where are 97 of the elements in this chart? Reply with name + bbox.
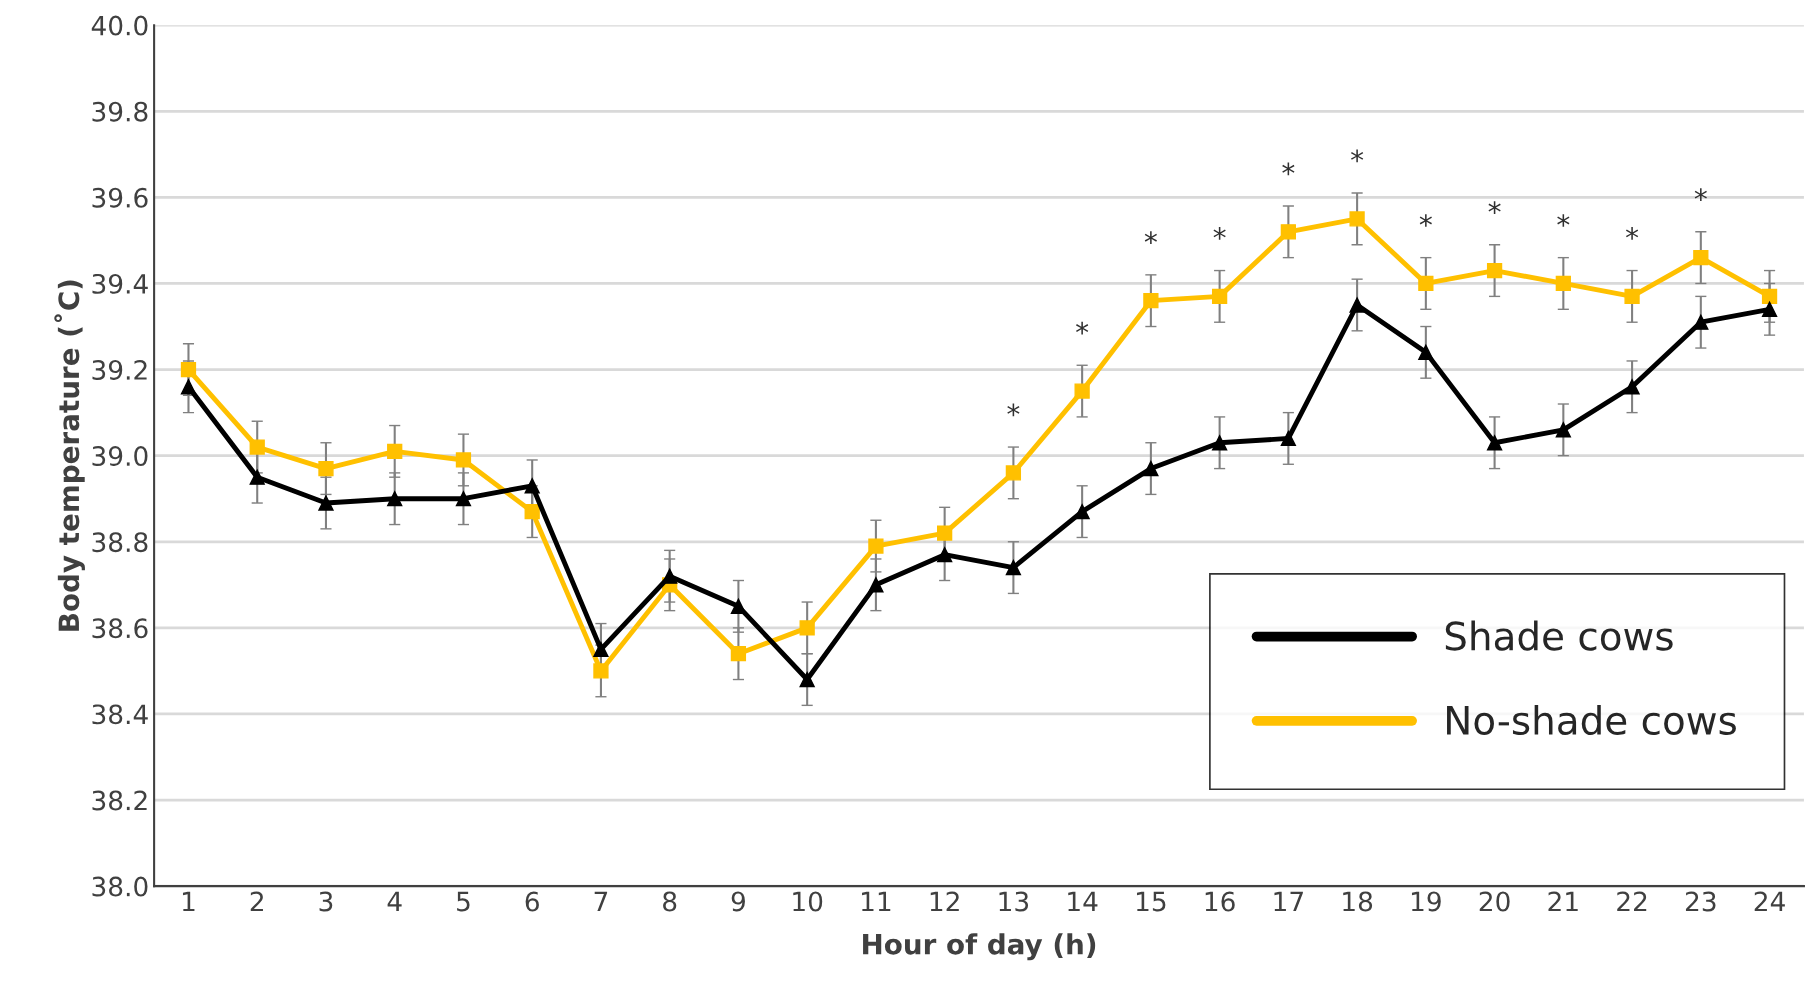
point [1624, 379, 1640, 395]
point [799, 671, 815, 688]
point [455, 491, 472, 507]
x-tick-label: 8 [663, 891, 677, 912]
x-tick-label: 15 [1136, 891, 1166, 912]
point [1486, 435, 1503, 451]
data-label: * [1350, 149, 1364, 163]
point [730, 646, 747, 662]
x-tick-label: 23 [1685, 891, 1716, 912]
x-tick-label: 21 [1548, 891, 1578, 912]
point [1555, 275, 1571, 292]
point [799, 620, 815, 636]
x-tick-label: 14 [1068, 891, 1098, 912]
y-tick-label: 39.0 [92, 446, 148, 467]
point [1280, 224, 1297, 240]
point [868, 577, 884, 593]
point [249, 469, 265, 485]
point [1349, 297, 1365, 313]
point [1349, 211, 1365, 227]
point [593, 641, 609, 658]
point [455, 452, 472, 468]
point [868, 538, 884, 554]
point [1211, 288, 1228, 305]
point [1418, 344, 1434, 360]
point [1761, 301, 1778, 317]
x-tick-label: 3 [319, 891, 333, 912]
x-tick-label: 19 [1411, 891, 1441, 912]
x-tick-label: 22 [1617, 891, 1647, 912]
x-tick-label: 11 [862, 891, 891, 912]
point [662, 568, 678, 584]
y-tick-label: 38.0 [92, 876, 148, 897]
x-tick-label: 12 [930, 891, 959, 912]
point [249, 439, 265, 455]
point [1005, 559, 1022, 576]
y-tick-label: 38.6 [92, 618, 148, 639]
point [524, 478, 540, 494]
data-label: * [1694, 188, 1707, 201]
x-tick-label: 1 [182, 891, 195, 912]
data-label: * [1213, 227, 1226, 240]
point [1211, 435, 1228, 451]
data-label: * [1488, 201, 1501, 214]
y-axis-title: Body temperature (˚C) [54, 280, 85, 631]
point [180, 361, 197, 378]
point [1555, 422, 1571, 438]
data-label: * [1076, 321, 1089, 335]
point [524, 503, 540, 520]
x-tick-label: 2 [250, 891, 263, 912]
y-tick-label: 38.2 [92, 790, 147, 811]
point [387, 491, 403, 507]
x-tick-label: 20 [1479, 891, 1510, 912]
x-tick-label: 7 [594, 891, 608, 912]
data-label: * [1144, 231, 1157, 245]
point [937, 525, 953, 541]
x-tick-label: 10 [793, 891, 823, 912]
point [1693, 250, 1709, 266]
point [1074, 503, 1090, 520]
point [387, 443, 403, 460]
x-tick-label: 4 [387, 891, 402, 912]
point [1143, 460, 1159, 477]
point [1486, 262, 1503, 279]
data-label: * [1007, 403, 1020, 417]
data-label: * [1557, 214, 1570, 227]
point [937, 547, 953, 563]
y-tick-label: 38.4 [92, 704, 148, 725]
x-tick-label: 16 [1205, 891, 1235, 912]
point [730, 598, 747, 614]
y-tick-label: 39.8 [92, 101, 148, 122]
x-tick-label: 6 [525, 891, 539, 912]
point [1005, 465, 1022, 481]
x-tick-label: 5 [457, 891, 470, 912]
y-tick-label: 38.8 [92, 532, 148, 553]
x-tick-label: 17 [1274, 891, 1303, 912]
point [1624, 288, 1640, 305]
point [180, 379, 197, 395]
x-tick-label: 18 [1343, 891, 1373, 912]
point [318, 495, 334, 511]
y-tick-label: 39.6 [92, 187, 148, 208]
data-label: * [1625, 227, 1639, 240]
point [1280, 430, 1297, 447]
point [1418, 275, 1434, 292]
y-tick-label: 40.0 [91, 15, 148, 36]
point [1074, 383, 1090, 399]
y-tick-label: 39.2 [92, 360, 147, 380]
point [318, 460, 334, 477]
data-label: * [1419, 214, 1432, 227]
point [1693, 314, 1709, 330]
x-tick-label: 13 [999, 891, 1029, 912]
x-axis-title: Hour of day (h) [863, 933, 1096, 961]
point [593, 663, 609, 679]
x-tick-label: 9 [731, 891, 745, 912]
legend-label: Shade cows [1445, 620, 1673, 651]
legend-label: No-shade cows [1447, 704, 1736, 736]
y-tick-label: 39.4 [92, 273, 148, 294]
point [1143, 293, 1159, 309]
x-tick-label: 24 [1754, 891, 1785, 912]
point [1761, 288, 1778, 305]
data-label: * [1282, 162, 1295, 176]
